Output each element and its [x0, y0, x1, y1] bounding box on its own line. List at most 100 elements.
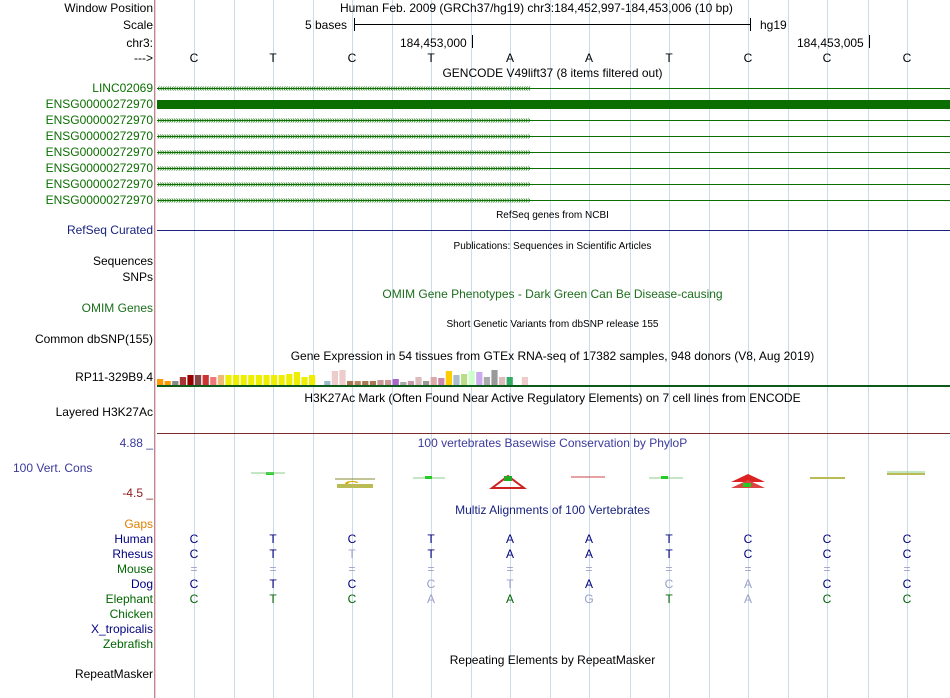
- publications-label-snps[interactable]: SNPs: [122, 270, 153, 284]
- gtex-tissue-bar[interactable]: [240, 375, 247, 385]
- gtex-tissue-bar[interactable]: [233, 375, 240, 385]
- multiz-species-label[interactable]: X_tropicalis: [90, 622, 153, 636]
- gtex-tissue-bar[interactable]: [347, 381, 354, 385]
- gencode-intron-plus-strand[interactable]: ››››››››››››››››››››››››››››››››››››››››…: [157, 164, 950, 173]
- conservation-logos: C: [251, 471, 925, 489]
- phylop-label[interactable]: 100 Vert. Cons: [13, 461, 93, 475]
- multiz-species-label[interactable]: Dog: [130, 577, 153, 591]
- gtex-tissue-bar[interactable]: [157, 379, 164, 385]
- gtex-tissue-bar[interactable]: [278, 375, 285, 385]
- refseq-label[interactable]: RefSeq Curated: [66, 223, 153, 237]
- gencode-intron-minus-strand[interactable]: ‹‹‹‹‹‹‹‹‹‹‹‹‹‹‹‹‹‹‹‹‹‹‹‹‹‹‹‹‹‹‹‹‹‹‹‹‹‹‹‹…: [157, 84, 950, 93]
- gtex-tissue-bar[interactable]: [491, 370, 498, 385]
- publications-label-sequences[interactable]: Sequences: [92, 254, 153, 268]
- gencode-exon-block[interactable]: [157, 100, 950, 109]
- gtex-tissue-bar[interactable]: [202, 375, 209, 385]
- gencode-item-label[interactable]: ENSG00000272970: [45, 193, 153, 207]
- multiz-species-label[interactable]: Chicken: [109, 607, 153, 621]
- repeatmasker-label[interactable]: RepeatMasker: [74, 667, 153, 681]
- gtex-tissue-bar[interactable]: [324, 381, 331, 385]
- multiz-species-label[interactable]: Zebrafish: [102, 637, 153, 651]
- multiz-base: A: [505, 547, 514, 561]
- h3k27ac-label[interactable]: Layered H3K27Ac: [55, 405, 153, 419]
- gencode-intron-plus-strand[interactable]: ››››››››››››››››››››››››››››››››››››››››…: [157, 116, 950, 125]
- multiz-base: C: [743, 547, 753, 561]
- gencode-item-label[interactable]: ENSG00000272970: [45, 97, 153, 111]
- gencode-intron-line: [157, 168, 950, 169]
- gtex-tissue-bar[interactable]: [476, 372, 483, 385]
- window-position-value[interactable]: Human Feb. 2009 (GRCh37/hg19) chr3:184,4…: [340, 1, 733, 15]
- gtex-tissue-bar[interactable]: [286, 374, 293, 385]
- gtex-tissue-bar[interactable]: [263, 375, 270, 385]
- gtex-tissue-bar[interactable]: [172, 381, 179, 385]
- refseq-feature-line[interactable]: [157, 230, 950, 231]
- gencode-intron-plus-strand[interactable]: ››››››››››››››››››››››››››››››››››››››››…: [157, 148, 950, 157]
- gencode-intron-plus-strand[interactable]: ››››››››››››››››››››››››››››››››››››››››…: [157, 196, 950, 205]
- gtex-tissue-bar[interactable]: [195, 375, 202, 385]
- gencode-item-label[interactable]: ENSG00000272970: [45, 161, 153, 175]
- gtex-tissue-bar[interactable]: [430, 377, 437, 385]
- grid-line: [471, 0, 472, 698]
- grid-line: [868, 0, 869, 698]
- gtex-tissue-bar[interactable]: [400, 382, 407, 385]
- gtex-tissue-bar[interactable]: [293, 372, 300, 385]
- multiz-base: C: [347, 577, 357, 591]
- gtex-tissue-bar[interactable]: [225, 375, 232, 385]
- gtex-tissue-bar[interactable]: [179, 377, 186, 385]
- logo-pos-5: [489, 474, 527, 489]
- gtex-tissue-bar[interactable]: [271, 375, 278, 385]
- gtex-tissue-bar[interactable]: [407, 381, 414, 385]
- gtex-tissue-bar[interactable]: [309, 375, 316, 385]
- gtex-tissue-bar[interactable]: [331, 371, 338, 385]
- gtex-tissue-bar[interactable]: [377, 380, 384, 385]
- gtex-tissue-bar[interactable]: [369, 381, 376, 385]
- gtex-tissue-bar[interactable]: [499, 377, 506, 385]
- multiz-base: C: [189, 547, 199, 561]
- gtex-tissue-bar[interactable]: [164, 381, 171, 385]
- gencode-item-label[interactable]: LINC02069: [92, 81, 153, 95]
- gtex-tissue-bar[interactable]: [438, 378, 445, 385]
- gtex-bar-chart[interactable]: [155, 362, 950, 388]
- gtex-tissue-bar[interactable]: [385, 380, 392, 385]
- gtex-tissue-bar[interactable]: [506, 377, 513, 385]
- gtex-tissue-bar[interactable]: [461, 374, 468, 385]
- gtex-label[interactable]: RP11-329B9.4: [75, 370, 153, 384]
- gtex-tissue-bar[interactable]: [445, 371, 452, 385]
- gencode-item-label[interactable]: ENSG00000272970: [45, 113, 153, 127]
- omim-label[interactable]: OMIM Genes: [81, 301, 153, 315]
- gencode-intron-plus-strand[interactable]: ››››››››››››››››››››››››››››››››››››››››…: [157, 180, 950, 189]
- gtex-tissue-bar[interactable]: [301, 377, 308, 385]
- dbsnp-label[interactable]: Common dbSNP(155): [34, 332, 153, 346]
- gtex-tissue-bar[interactable]: [392, 379, 399, 385]
- logo-pos-7: [649, 476, 683, 479]
- gtex-tissue-bar[interactable]: [453, 375, 460, 385]
- gtex-tissue-bar[interactable]: [483, 377, 490, 385]
- multiz-base: =: [348, 562, 356, 576]
- gencode-intron-plus-strand[interactable]: ››››››››››››››››››››››››››››››››››››››››…: [157, 132, 950, 141]
- multiz-gaps-label[interactable]: Gaps: [124, 517, 153, 531]
- gtex-tissue-bar[interactable]: [423, 381, 430, 385]
- grid-line: [155, 0, 156, 698]
- gencode-item-label[interactable]: ENSG00000272970: [45, 145, 153, 159]
- multiz-base: =: [506, 562, 514, 576]
- gencode-item-label[interactable]: ENSG00000272970: [45, 129, 153, 143]
- phylop-title: 100 vertebrates Basewise Conservation by…: [417, 436, 688, 450]
- gtex-tissue-bar[interactable]: [339, 370, 346, 385]
- base-letter: C: [743, 51, 753, 65]
- gtex-tissue-bar[interactable]: [362, 381, 369, 385]
- multiz-species-label[interactable]: Human: [114, 532, 153, 546]
- gencode-item-label[interactable]: ENSG00000272970: [45, 177, 153, 191]
- gtex-tissue-bar[interactable]: [210, 377, 217, 385]
- grid-line: [630, 0, 631, 698]
- gtex-tissue-bar[interactable]: [415, 377, 422, 385]
- multiz-species-label[interactable]: Elephant: [105, 592, 153, 606]
- gtex-tissue-bar[interactable]: [521, 377, 528, 385]
- multiz-species-label[interactable]: Rhesus: [112, 547, 153, 561]
- gtex-tissue-bar[interactable]: [468, 371, 475, 385]
- gtex-tissue-bar[interactable]: [187, 375, 194, 385]
- gtex-tissue-bar[interactable]: [354, 381, 361, 385]
- gtex-tissue-bar[interactable]: [255, 375, 262, 385]
- multiz-species-label[interactable]: Mouse: [116, 562, 153, 576]
- gtex-tissue-bar[interactable]: [248, 375, 255, 385]
- gtex-tissue-bar[interactable]: [217, 375, 224, 385]
